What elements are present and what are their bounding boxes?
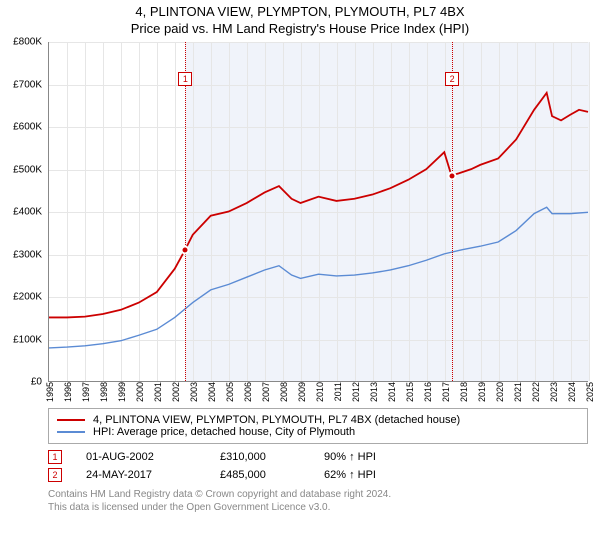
legend-item: HPI: Average price, detached house, City…	[57, 426, 579, 438]
x-tick-label: 2005	[225, 382, 235, 402]
x-tick-label: 2020	[495, 382, 505, 402]
sale-date: 24-MAY-2017	[86, 469, 196, 481]
x-tick-label: 2017	[441, 382, 451, 402]
footer-attribution: Contains HM Land Registry data © Crown c…	[48, 488, 588, 514]
footer-line1: Contains HM Land Registry data © Crown c…	[48, 488, 588, 501]
chart-title-address: 4, PLINTONA VIEW, PLYMPTON, PLYMOUTH, PL…	[0, 4, 600, 19]
x-tick-label: 1998	[99, 382, 109, 402]
x-tick-label: 2025	[585, 382, 595, 402]
x-tick-label: 2008	[279, 382, 289, 402]
legend-label: 4, PLINTONA VIEW, PLYMPTON, PLYMOUTH, PL…	[93, 414, 460, 426]
line-svg	[49, 42, 588, 381]
y-tick-label: £600K	[13, 122, 42, 133]
x-tick-label: 2004	[207, 382, 217, 402]
legend-swatch	[57, 419, 85, 421]
x-tick-label: 2006	[243, 382, 253, 402]
legend-label: HPI: Average price, detached house, City…	[93, 426, 355, 438]
sale-marker-box: 2	[48, 468, 62, 482]
sales-list: 1 01-AUG-2002 £310,000 90% ↑ HPI 2 24-MAY-201…	[48, 450, 588, 482]
x-tick-label: 2011	[333, 382, 343, 401]
sale-row: 1 01-AUG-2002 £310,000 90% ↑ HPI	[48, 450, 588, 464]
y-tick-label: £100K	[13, 334, 42, 345]
sale-price: £310,000	[220, 451, 300, 463]
y-tick-label: £0	[31, 377, 42, 388]
y-tick-label: £200K	[13, 292, 42, 303]
legend-swatch	[57, 431, 85, 433]
series-price_paid	[49, 93, 588, 318]
sale-row: 2 24-MAY-2017 £485,000 62% ↑ HPI	[48, 468, 588, 482]
series-marker-dot	[181, 246, 190, 255]
x-tick-label: 2012	[351, 382, 361, 402]
x-tick-label: 2000	[135, 382, 145, 402]
legend-box: 4, PLINTONA VIEW, PLYMPTON, PLYMOUTH, PL…	[48, 408, 588, 444]
x-tick-label: 2019	[477, 382, 487, 402]
x-tick-label: 2002	[171, 382, 181, 402]
x-tick-label: 2022	[531, 382, 541, 402]
footer-line2: This data is licensed under the Open Gov…	[48, 501, 588, 514]
series-marker-dot	[448, 171, 457, 180]
x-tick-label: 2018	[459, 382, 469, 402]
y-tick-label: £700K	[13, 79, 42, 90]
x-tick-label: 1997	[81, 382, 91, 402]
x-tick-label: 2013	[369, 382, 379, 402]
event-marker-2: 2	[445, 72, 459, 86]
x-tick-label: 2016	[423, 382, 433, 402]
chart-subtitle: Price paid vs. HM Land Registry's House …	[0, 21, 600, 36]
y-tick-label: £300K	[13, 249, 42, 260]
x-tick-label: 1999	[117, 382, 127, 402]
chart-container: 4, PLINTONA VIEW, PLYMPTON, PLYMOUTH, PL…	[0, 0, 600, 560]
y-tick-label: £500K	[13, 164, 42, 175]
sale-hpi: 62% ↑ HPI	[324, 469, 424, 481]
x-tick-label: 2021	[513, 382, 523, 402]
x-tick-label: 2009	[297, 382, 307, 402]
x-tick-label: 2007	[261, 382, 271, 402]
event-line	[452, 42, 453, 381]
y-axis-labels: £0£100K£200K£300K£400K£500K£600K£700K£80…	[0, 42, 46, 382]
series-hpi	[49, 207, 588, 348]
event-marker-1: 1	[178, 72, 192, 86]
sale-marker-box: 1	[48, 450, 62, 464]
y-tick-label: £800K	[13, 37, 42, 48]
sale-price: £485,000	[220, 469, 300, 481]
x-tick-label: 2024	[567, 382, 577, 402]
legend-item: 4, PLINTONA VIEW, PLYMPTON, PLYMOUTH, PL…	[57, 414, 579, 426]
sale-hpi: 90% ↑ HPI	[324, 451, 424, 463]
x-tick-label: 1995	[45, 382, 55, 402]
sale-date: 01-AUG-2002	[86, 451, 196, 463]
x-tick-label: 2014	[387, 382, 397, 402]
x-tick-label: 2015	[405, 382, 415, 402]
x-tick-label: 2010	[315, 382, 325, 402]
x-tick-label: 2001	[153, 382, 163, 402]
x-axis-labels: 1995 1996 1997 1998 1999 2000 2001 2002 2003 2004…	[48, 382, 588, 402]
x-tick-label: 1996	[63, 382, 73, 402]
x-tick-label: 2003	[189, 382, 199, 402]
plot-area: 12	[48, 42, 588, 382]
gridline-v	[589, 42, 590, 381]
chart-titles: 4, PLINTONA VIEW, PLYMPTON, PLYMOUTH, PL…	[0, 0, 600, 36]
event-line	[185, 42, 186, 381]
chart-area: £0£100K£200K£300K£400K£500K£600K£700K£80…	[48, 42, 588, 402]
y-tick-label: £400K	[13, 207, 42, 218]
x-tick-label: 2023	[549, 382, 559, 402]
